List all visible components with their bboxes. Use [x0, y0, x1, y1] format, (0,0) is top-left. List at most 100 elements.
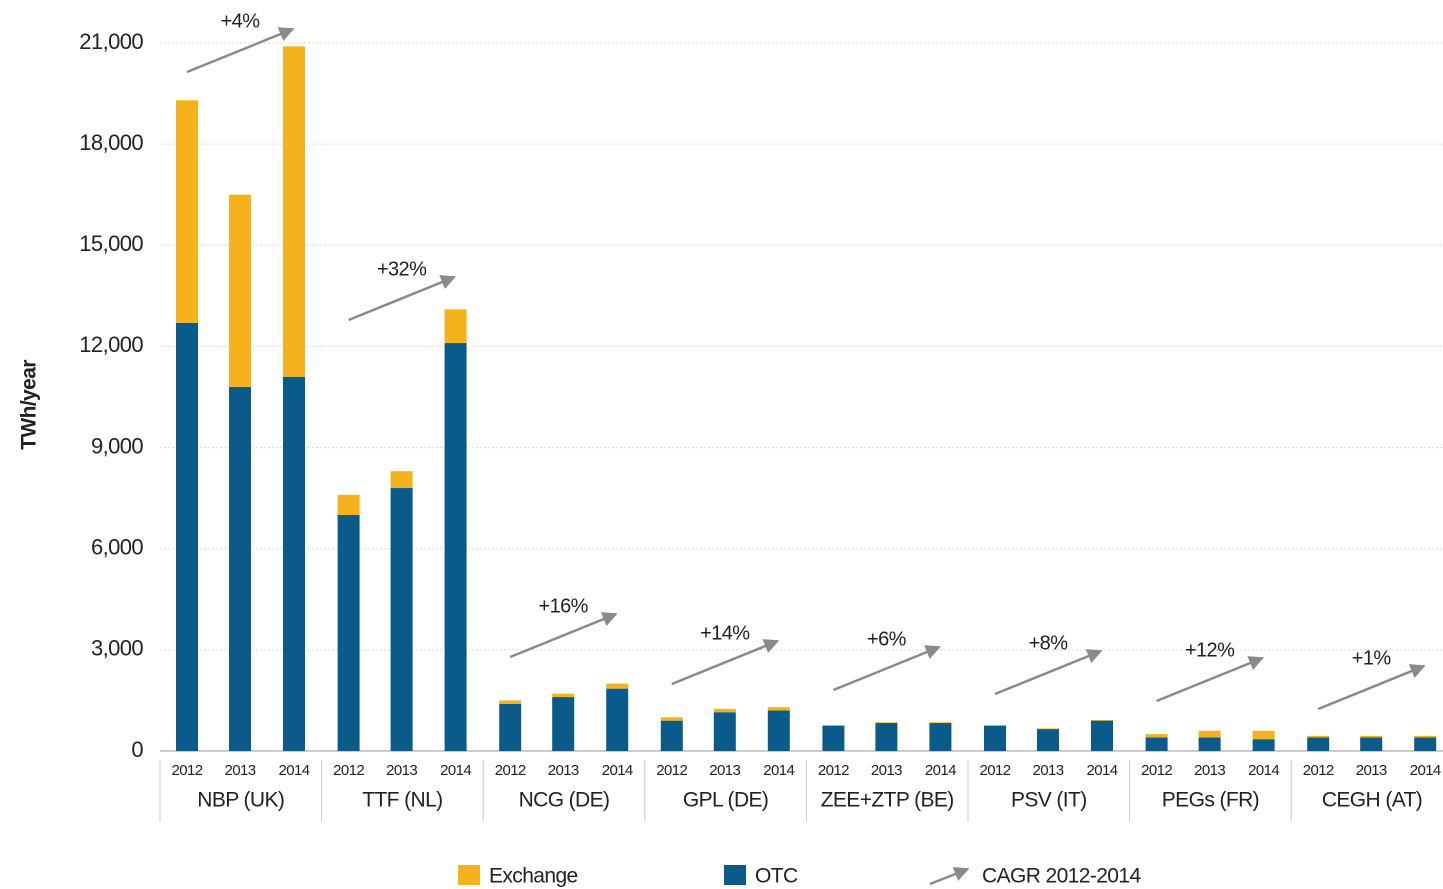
bar-segment	[390, 471, 413, 489]
x-tick-label: 2013	[871, 762, 902, 779]
y-tick-label: 6,000	[91, 535, 143, 560]
group-label: NCG (DE)	[519, 789, 610, 812]
bar-segment	[606, 688, 629, 751]
bar-segment	[499, 703, 522, 751]
bar-segment	[767, 707, 790, 711]
bar-segment	[552, 693, 575, 698]
y-tick-label: 3,000	[91, 636, 143, 661]
cagr-label: +8%	[1029, 632, 1069, 654]
x-tick-label: 2014	[1248, 762, 1279, 779]
x-tick-label: 2012	[495, 762, 526, 779]
y-tick-label: 15,000	[79, 231, 143, 256]
bar-segment	[283, 46, 305, 377]
bar-segment	[283, 376, 305, 751]
bar-segment	[984, 725, 1006, 726]
bar-segment	[1360, 735, 1383, 738]
bar-segment	[337, 515, 360, 751]
cagr-arrow	[994, 649, 1103, 696]
cagr-label: +12%	[1185, 639, 1235, 661]
bar-segment	[1198, 737, 1221, 751]
bar-segment	[875, 723, 898, 751]
bar-segment	[337, 494, 360, 515]
x-tick-label: 2012	[818, 762, 849, 779]
bar-segment	[1145, 737, 1168, 751]
cagr-label: +1%	[1352, 647, 1392, 669]
x-tick-label: 2013	[548, 762, 579, 779]
x-tick-label: 2012	[1141, 762, 1172, 779]
x-tick-label: 2013	[1033, 762, 1064, 779]
bar-segment	[875, 722, 898, 724]
legend-label: CAGR 2012-2014	[982, 865, 1141, 888]
x-tick-label: 2014	[763, 762, 794, 779]
cagr-arrow	[1156, 656, 1264, 703]
cagr-label: +32%	[377, 258, 427, 280]
y-tick-label: 12,000	[79, 332, 143, 357]
bar-segment	[1414, 737, 1437, 751]
bar-segment	[929, 722, 952, 724]
x-tick-label: 2013	[1356, 762, 1387, 779]
x-tick-label: 2013	[386, 762, 417, 779]
group-label: CEGH (AT)	[1322, 789, 1422, 812]
bar-segment	[229, 194, 251, 387]
cagr-label: +6%	[867, 628, 907, 650]
x-tick-label: 2014	[440, 762, 471, 779]
bar-segment	[1414, 735, 1437, 738]
legend-swatch	[458, 865, 480, 885]
x-tick-label: 2014	[1410, 762, 1441, 779]
y-tick-label: 21,000	[79, 29, 143, 54]
bar-segment	[822, 725, 845, 751]
bar-segment	[499, 700, 522, 704]
x-tick-label: 2012	[980, 762, 1011, 779]
x-tick-label: 2014	[279, 762, 310, 779]
bar-segment	[1252, 739, 1275, 751]
legend-swatch	[724, 865, 746, 885]
group-label: NBP (UK)	[197, 789, 284, 812]
legend-label: Exchange	[489, 865, 578, 888]
bar-segment	[1360, 737, 1383, 751]
group-label: GPL (DE)	[683, 789, 768, 812]
y-tick-label: 9,000	[91, 433, 143, 458]
x-tick-label: 2014	[925, 762, 956, 779]
x-tick-label: 2012	[656, 762, 687, 779]
bar-segment	[1037, 729, 1059, 751]
x-tick-label: 2014	[1087, 762, 1118, 779]
bar-segment	[1091, 719, 1113, 721]
bar-segment	[713, 708, 736, 713]
cagr-label: +14%	[700, 622, 750, 644]
cagr-arrow	[671, 639, 780, 686]
bar-segment	[229, 386, 251, 751]
bar-segment	[552, 697, 575, 751]
x-tick-label: 2013	[709, 762, 740, 779]
bar-segment	[713, 712, 736, 751]
cagr-arrow	[832, 645, 941, 692]
cagr-arrow	[348, 275, 456, 322]
cagr-arrow	[509, 612, 618, 659]
bar-segment	[176, 322, 198, 751]
group-label: PSV (IT)	[1011, 789, 1087, 812]
bar-segment	[767, 710, 790, 751]
bar-segment	[929, 723, 952, 751]
x-tick-label: 2013	[225, 762, 256, 779]
cagr-arrow	[1317, 664, 1426, 711]
x-tick-label: 2012	[1303, 762, 1334, 779]
bar-segment	[660, 720, 683, 751]
bar-segment	[444, 343, 467, 751]
cagr-arrow	[186, 27, 295, 74]
bar-segment	[1037, 728, 1059, 730]
bar-segment	[660, 717, 683, 721]
bar-segment	[1091, 720, 1113, 751]
x-tick-label: 2012	[333, 762, 364, 779]
cagr-label: +4%	[221, 10, 261, 32]
bar-segment	[444, 309, 467, 344]
bar-segment	[822, 725, 845, 726]
x-tick-label: 2014	[602, 762, 633, 779]
bar-segment	[390, 488, 413, 751]
bar-segment	[1252, 730, 1275, 740]
y-tick-label: 18,000	[79, 130, 143, 155]
bar-segment	[1145, 734, 1168, 738]
x-tick-label: 2013	[1194, 762, 1225, 779]
group-label: ZEE+ZTP (BE)	[821, 789, 954, 812]
group-label: TTF (NL)	[362, 789, 442, 812]
bar-segment	[984, 725, 1006, 751]
